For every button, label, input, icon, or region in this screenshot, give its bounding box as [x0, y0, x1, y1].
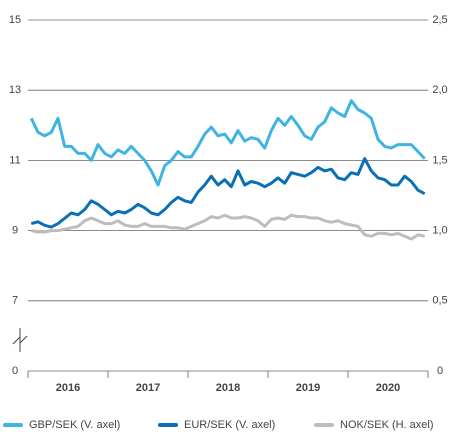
legend-label: NOK/SEK (H. axel) — [340, 419, 434, 431]
series-line — [30, 213, 426, 241]
y-tick-label: 15 — [9, 14, 21, 26]
y2-tick-label: 0 — [437, 365, 443, 377]
x-tick-label: 2017 — [136, 382, 160, 394]
y2-tick-label: 1,0 — [432, 225, 447, 237]
y-tick-label: 9 — [12, 225, 18, 237]
y2-tick-label: 1,5 — [432, 154, 447, 166]
x-tick-label: 2019 — [296, 382, 320, 394]
y2-tick-label: 2,5 — [432, 14, 447, 26]
series-line — [29, 99, 426, 187]
y-tick-label: 13 — [9, 84, 21, 96]
y2-tick-label: 0,5 — [432, 295, 447, 307]
y-tick-label: 11 — [9, 154, 20, 166]
y-tick-label: 7 — [12, 295, 18, 307]
legend-label: GBP/SEK (V. axel) — [29, 419, 120, 431]
x-tick-label: 2016 — [56, 382, 80, 394]
legend-label: EUR/SEK (V. axel) — [184, 419, 275, 431]
x-tick-label: 2020 — [376, 382, 400, 394]
axis-break — [12, 328, 28, 352]
x-tick-label: 2018 — [216, 382, 240, 394]
y-tick-label: 0 — [12, 365, 18, 377]
y2-tick-label: 2,0 — [432, 84, 447, 96]
series-line — [30, 157, 426, 229]
